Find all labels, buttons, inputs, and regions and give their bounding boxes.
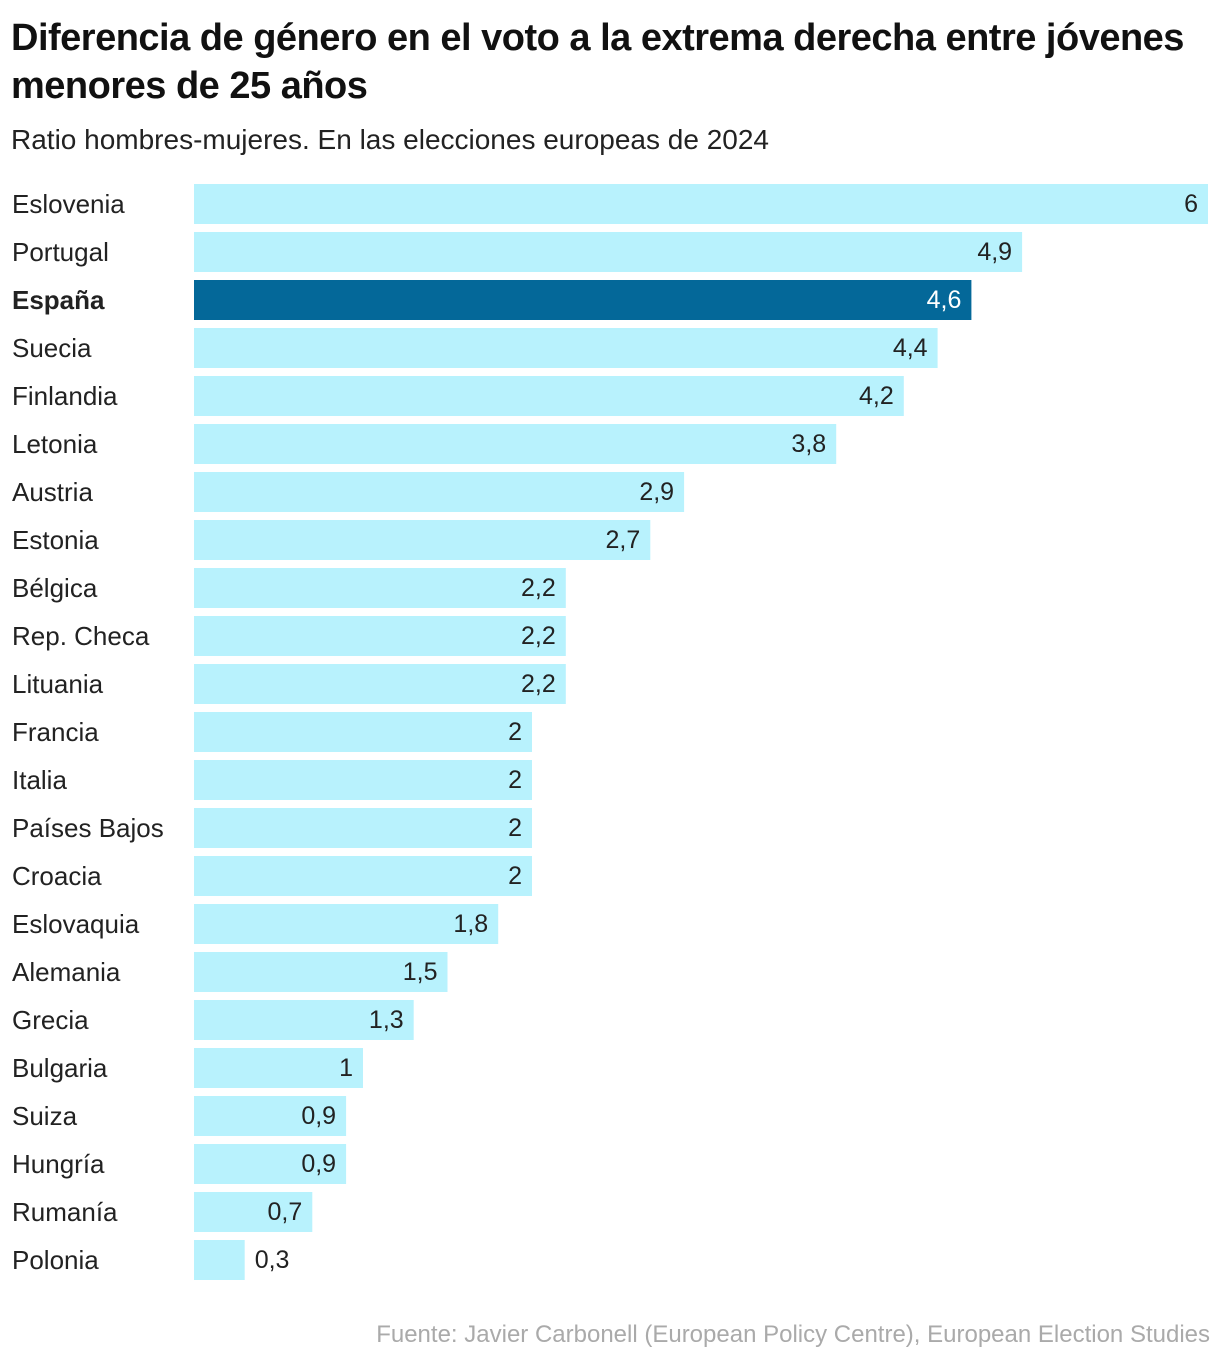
category-label: Rumanía bbox=[12, 1197, 118, 1227]
value-label: 6 bbox=[1184, 190, 1198, 218]
category-label: Francia bbox=[12, 717, 99, 747]
category-label: Polonia bbox=[12, 1245, 99, 1275]
value-label: 1,3 bbox=[369, 1006, 404, 1034]
category-label: Suiza bbox=[12, 1101, 78, 1131]
chart-subtitle: Ratio hombres-mujeres. En las elecciones… bbox=[11, 124, 769, 155]
bar bbox=[194, 328, 938, 368]
bar bbox=[194, 808, 532, 848]
bar bbox=[194, 232, 1023, 272]
value-label: 1 bbox=[339, 1054, 353, 1082]
bar bbox=[194, 184, 1208, 224]
category-label: Hungría bbox=[12, 1149, 105, 1179]
value-label: 2,2 bbox=[521, 622, 556, 650]
category-label: Lituania bbox=[12, 669, 104, 699]
category-label: Alemania bbox=[12, 957, 121, 987]
value-label: 0,9 bbox=[301, 1102, 336, 1130]
bar bbox=[194, 1192, 313, 1232]
category-label: Eslovenia bbox=[12, 189, 125, 219]
bar bbox=[194, 376, 904, 416]
bar bbox=[194, 952, 448, 992]
bar bbox=[194, 1096, 347, 1136]
bar bbox=[194, 904, 499, 944]
bar bbox=[194, 1240, 245, 1280]
bar bbox=[194, 856, 532, 896]
bar bbox=[194, 1000, 414, 1040]
value-label: 4,6 bbox=[927, 286, 962, 314]
bar bbox=[194, 1144, 347, 1184]
bar bbox=[194, 664, 566, 704]
bar bbox=[194, 1048, 363, 1088]
bar bbox=[194, 568, 566, 608]
value-label: 1,8 bbox=[453, 910, 488, 938]
bar bbox=[194, 472, 685, 512]
bar bbox=[194, 712, 532, 752]
value-label: 4,2 bbox=[859, 382, 894, 410]
category-label: Rep. Checa bbox=[12, 621, 150, 651]
category-label: Bulgaria bbox=[12, 1053, 108, 1083]
category-label: Suecia bbox=[12, 333, 92, 363]
value-label: 1,5 bbox=[403, 958, 438, 986]
bar bbox=[194, 424, 837, 464]
value-label: 2 bbox=[508, 862, 522, 890]
bar bbox=[194, 280, 972, 320]
category-label: Países Bajos bbox=[12, 813, 164, 843]
category-label: Italia bbox=[12, 765, 67, 795]
category-label: Portugal bbox=[12, 237, 109, 267]
category-label: Grecia bbox=[12, 1005, 89, 1035]
category-label: Letonia bbox=[12, 429, 98, 459]
category-label: Eslovaquia bbox=[12, 909, 140, 939]
value-label: 0,3 bbox=[255, 1246, 290, 1274]
value-label: 0,9 bbox=[301, 1150, 336, 1178]
value-label: 2 bbox=[508, 766, 522, 794]
value-label: 2 bbox=[508, 718, 522, 746]
value-label: 0,7 bbox=[268, 1198, 303, 1226]
category-label: Bélgica bbox=[12, 573, 98, 603]
category-label: Finlandia bbox=[12, 381, 118, 411]
value-label: 3,8 bbox=[791, 430, 826, 458]
chart-title: Diferencia de género en el voto a la ext… bbox=[11, 17, 1184, 107]
value-label: 2,7 bbox=[606, 526, 641, 554]
value-label: 4,4 bbox=[893, 334, 928, 362]
category-label: Estonia bbox=[12, 525, 99, 555]
bar bbox=[194, 520, 651, 560]
bar bbox=[194, 616, 566, 656]
value-label: 2 bbox=[508, 814, 522, 842]
value-label: 2,2 bbox=[521, 670, 556, 698]
value-label: 2,9 bbox=[639, 478, 674, 506]
bar bbox=[194, 760, 532, 800]
category-label: España bbox=[12, 285, 105, 315]
category-label: Croacia bbox=[12, 861, 102, 891]
bar-chart: Eslovenia 6 Portugal 4,9 España 4,6 Suecia 4,4 F… bbox=[12, 184, 1208, 1280]
category-label: Austria bbox=[12, 477, 93, 507]
value-label: 4,9 bbox=[977, 238, 1012, 266]
value-label: 2,2 bbox=[521, 574, 556, 602]
source-note: Fuente: Javier Carbonell (European Polic… bbox=[376, 1321, 1210, 1348]
